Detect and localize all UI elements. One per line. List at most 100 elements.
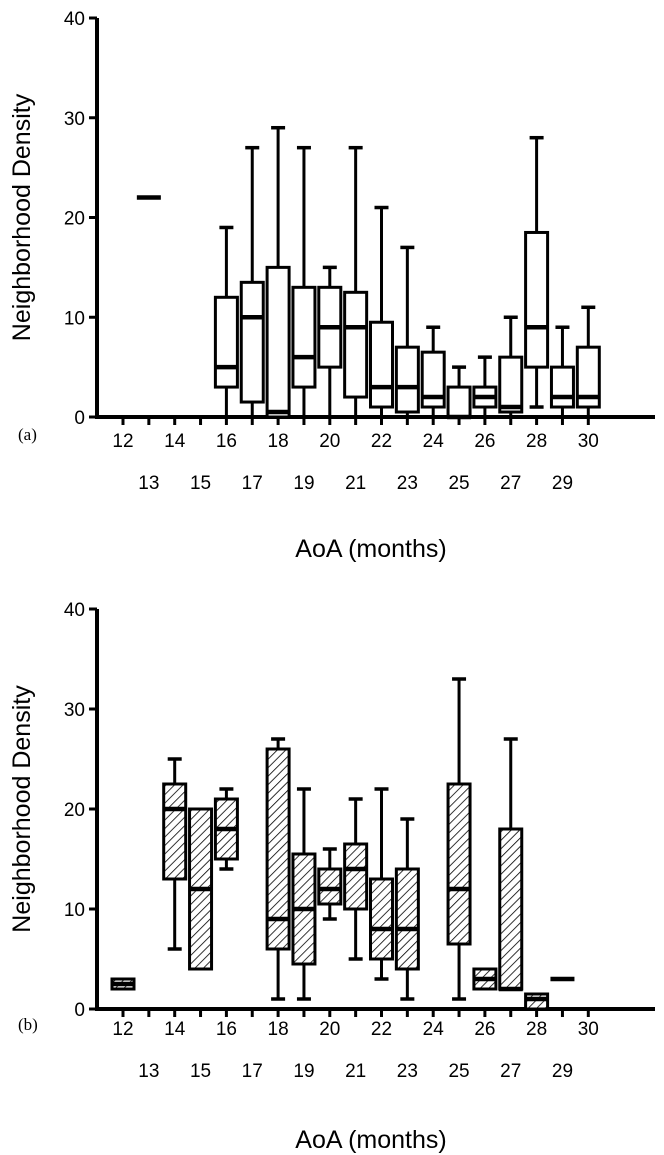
panel-label: (a) xyxy=(18,425,37,444)
y-tick-label: 40 xyxy=(64,9,85,30)
x-tick-label: 19 xyxy=(293,473,314,494)
x-tick-label: 21 xyxy=(345,473,366,494)
x-tick-label: 23 xyxy=(397,473,418,494)
x-tick-label: 30 xyxy=(578,431,599,452)
x-tick-label: 28 xyxy=(526,1019,547,1040)
box-21 xyxy=(343,145,369,419)
box-28 xyxy=(524,992,550,1011)
box-iqr xyxy=(343,290,369,399)
x-tick-label: 20 xyxy=(319,431,340,452)
y-tick-label: 40 xyxy=(64,600,85,621)
box-iqr xyxy=(343,842,369,911)
box-iqr xyxy=(265,265,291,419)
x-tick-label: 18 xyxy=(268,431,289,452)
box-iqr xyxy=(446,385,472,419)
x-tick-label: 30 xyxy=(578,1019,599,1040)
box-iqr xyxy=(420,350,446,409)
panel-label: (b) xyxy=(18,1015,38,1034)
x-tick-label: 17 xyxy=(242,1061,263,1082)
box-25 xyxy=(446,365,472,420)
boxplot-panel-b: 0 10 20 30 40 12 14 16 18 20 22 24 26 28 30 13 15 17 19 21 2… xyxy=(8,600,655,1154)
x-axis-label: AoA (months) xyxy=(295,535,446,563)
box-iqr xyxy=(317,867,343,906)
box-iqr xyxy=(369,877,394,961)
box-12 xyxy=(110,977,136,991)
box-iqr xyxy=(498,355,524,414)
box-25 xyxy=(446,677,472,1001)
box-16 xyxy=(213,225,239,419)
x-tick-label: 22 xyxy=(371,431,392,452)
box-iqr xyxy=(394,345,420,414)
boxplot-panel-a: 0 10 20 30 40 12 14 16 18 20 22 24 26 28 30 13 15 17 19 21 2… xyxy=(8,9,655,563)
box-28 xyxy=(524,135,550,409)
box-iqr xyxy=(394,867,420,971)
box-21 xyxy=(343,797,369,961)
x-tick-label: 17 xyxy=(242,473,263,494)
box-iqr xyxy=(446,782,472,946)
x-tick-label: 24 xyxy=(423,431,445,452)
box-iqr xyxy=(213,295,239,389)
box-iqr xyxy=(162,782,188,881)
box-26 xyxy=(472,967,498,991)
box-18 xyxy=(265,737,291,1001)
x-tick-label: 22 xyxy=(371,1019,392,1040)
x-tick-label: 13 xyxy=(138,1061,159,1082)
box-23 xyxy=(394,817,420,1001)
box-iqr xyxy=(369,320,394,409)
x-tick-label: 15 xyxy=(190,1061,211,1082)
x-tick-label: 29 xyxy=(552,1061,573,1082)
x-tick-label: 12 xyxy=(112,431,133,452)
box-iqr xyxy=(291,285,317,389)
x-tick-label: 12 xyxy=(112,1019,133,1040)
y-tick-label: 20 xyxy=(64,209,85,230)
x-tick-label: 24 xyxy=(423,1019,445,1040)
box-iqr xyxy=(498,827,524,991)
y-axis-label: Neighborhood Density xyxy=(8,93,36,341)
box-iqr xyxy=(524,230,550,369)
x-tick-label: 14 xyxy=(164,431,186,452)
x-tick-label: 26 xyxy=(474,1019,495,1040)
x-tick-label: 14 xyxy=(164,1019,186,1040)
y-tick-label: 0 xyxy=(74,408,85,429)
x-tick-label: 16 xyxy=(216,431,237,452)
box-24 xyxy=(420,325,446,419)
box-29 xyxy=(549,325,575,419)
box-19 xyxy=(291,787,317,1001)
x-tick-label: 21 xyxy=(345,1061,366,1082)
box-22 xyxy=(369,205,394,419)
box-30 xyxy=(575,305,601,419)
y-axis-label: Neighborhood Density xyxy=(8,685,36,933)
x-tick-label: 28 xyxy=(526,431,547,452)
x-tick-label: 18 xyxy=(268,1019,289,1040)
box-15 xyxy=(188,807,214,971)
box-iqr xyxy=(239,280,265,404)
box-17 xyxy=(239,145,265,419)
y-tick-label: 20 xyxy=(64,800,85,821)
x-tick-label: 20 xyxy=(319,1019,340,1040)
x-tick-label: 25 xyxy=(448,1061,469,1082)
box-27 xyxy=(498,737,524,992)
box-16 xyxy=(213,787,239,871)
x-tick-label: 13 xyxy=(138,473,159,494)
y-tick-label: 0 xyxy=(74,1000,85,1021)
box-23 xyxy=(394,245,420,419)
x-tick-label: 27 xyxy=(500,1061,521,1082)
y-tick-label: 30 xyxy=(64,109,85,130)
x-tick-label: 27 xyxy=(500,473,521,494)
x-tick-label: 23 xyxy=(397,1061,418,1082)
box-22 xyxy=(369,787,394,981)
x-axis-label: AoA (months) xyxy=(295,1126,446,1154)
x-tick-label: 19 xyxy=(293,1061,314,1082)
box-18 xyxy=(265,125,291,419)
box-27 xyxy=(498,315,524,419)
box-14 xyxy=(162,757,188,951)
x-tick-label: 29 xyxy=(552,473,573,494)
box-iqr xyxy=(265,747,291,951)
box-20 xyxy=(317,265,343,419)
x-tick-label: 26 xyxy=(474,431,495,452)
y-tick-label: 10 xyxy=(64,308,85,329)
box-iqr xyxy=(549,365,575,409)
box-iqr xyxy=(575,345,601,409)
box-20 xyxy=(317,847,343,921)
y-tick-label: 30 xyxy=(64,700,85,721)
